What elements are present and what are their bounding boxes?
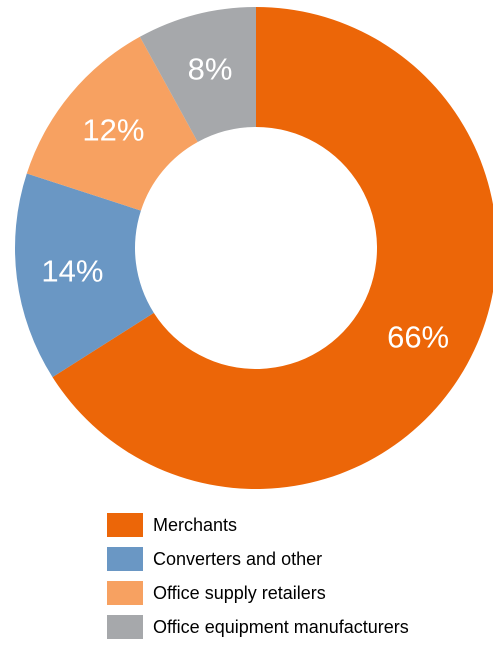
donut-chart: 66% 14% 12% 8% [15, 6, 493, 489]
legend-item-converters: Converters and other [107, 542, 493, 576]
legend-item-office-supply-retailers: Office supply retailers [107, 576, 493, 610]
legend-label-office-equipment-manufacturers: Office equipment manufacturers [153, 616, 409, 637]
slice-merchants [52, 7, 493, 489]
slice-office-equipment-manufacturers [139, 6, 256, 142]
slice-label-office-equipment-manufacturers: 8% [188, 51, 233, 86]
legend-swatch-merchants [107, 513, 143, 537]
legend-swatch-office-equipment-manufacturers [107, 615, 143, 639]
legend-label-office-supply-retailers: Office supply retailers [153, 582, 326, 603]
legend-item-office-equipment-manufacturers: Office equipment manufacturers [107, 610, 493, 644]
slice-label-converters-and-other: 14% [41, 254, 103, 289]
slice-label-merchants: 66% [387, 320, 449, 355]
donut-chart-svg: 66% 14% 12% 8% [15, 6, 493, 489]
slice-label-office-supply-retailers: 12% [82, 113, 144, 148]
chart-legend: Merchants Converters and other Office su… [107, 508, 493, 644]
legend-label-converters: Converters and other [153, 548, 323, 569]
legend-swatch-converters [107, 547, 143, 571]
legend-item-merchants: Merchants [107, 508, 493, 542]
legend-label-merchants: Merchants [153, 514, 238, 535]
slice-converters-and-other [15, 173, 154, 378]
slice-office-supply-retailers [26, 36, 198, 211]
legend-swatch-office-supply-retailers [107, 581, 143, 605]
